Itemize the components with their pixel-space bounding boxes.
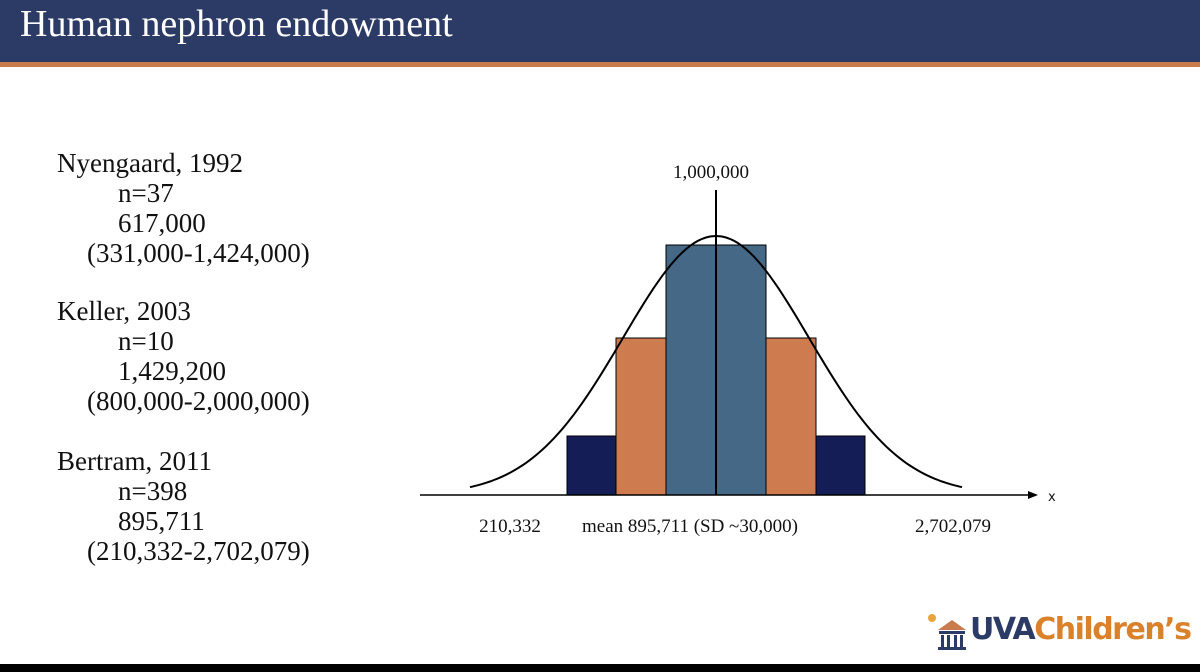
logo-icon <box>928 614 966 650</box>
bar <box>715 244 767 496</box>
logo-childrens: Children’s <box>1034 612 1192 647</box>
study-estimate: 895,711 <box>118 506 205 536</box>
bar <box>566 435 617 496</box>
logo-uva: UVA <box>970 612 1036 647</box>
axis-label: x <box>1048 490 1056 505</box>
bar <box>765 337 817 496</box>
study-range: (210,332-2,702,079) <box>87 536 310 566</box>
study-n: n=10 <box>118 326 174 356</box>
study-name: Nyengaard, 1992 <box>57 148 243 178</box>
mean-label: mean 895,711 (SD ~30,000) <box>582 516 798 537</box>
peak-label: 1,000,000 <box>673 162 749 183</box>
low-label: 210,332 <box>479 516 541 537</box>
footer-bar <box>0 664 1200 672</box>
axis-arrow <box>1028 491 1038 499</box>
study-name: Keller, 2003 <box>57 296 191 326</box>
logo: UVAChildren’s <box>970 612 1192 647</box>
header-bar: Human nephron endowment <box>0 0 1200 67</box>
study-name: Bertram, 2011 <box>57 446 212 476</box>
slide-title: Human nephron endowment <box>20 3 453 45</box>
bars <box>566 244 866 496</box>
bar <box>665 244 717 496</box>
study-n: n=37 <box>118 178 174 208</box>
study-range: (331,000-1,424,000) <box>87 238 310 268</box>
study-estimate: 617,000 <box>118 208 206 238</box>
study-n: n=398 <box>118 476 188 506</box>
bar <box>615 337 667 496</box>
study-estimate: 1,429,200 <box>118 356 226 386</box>
bar <box>815 435 866 496</box>
high-label: 2,702,079 <box>915 516 991 537</box>
study-range: (800,000-2,000,000) <box>87 386 310 416</box>
